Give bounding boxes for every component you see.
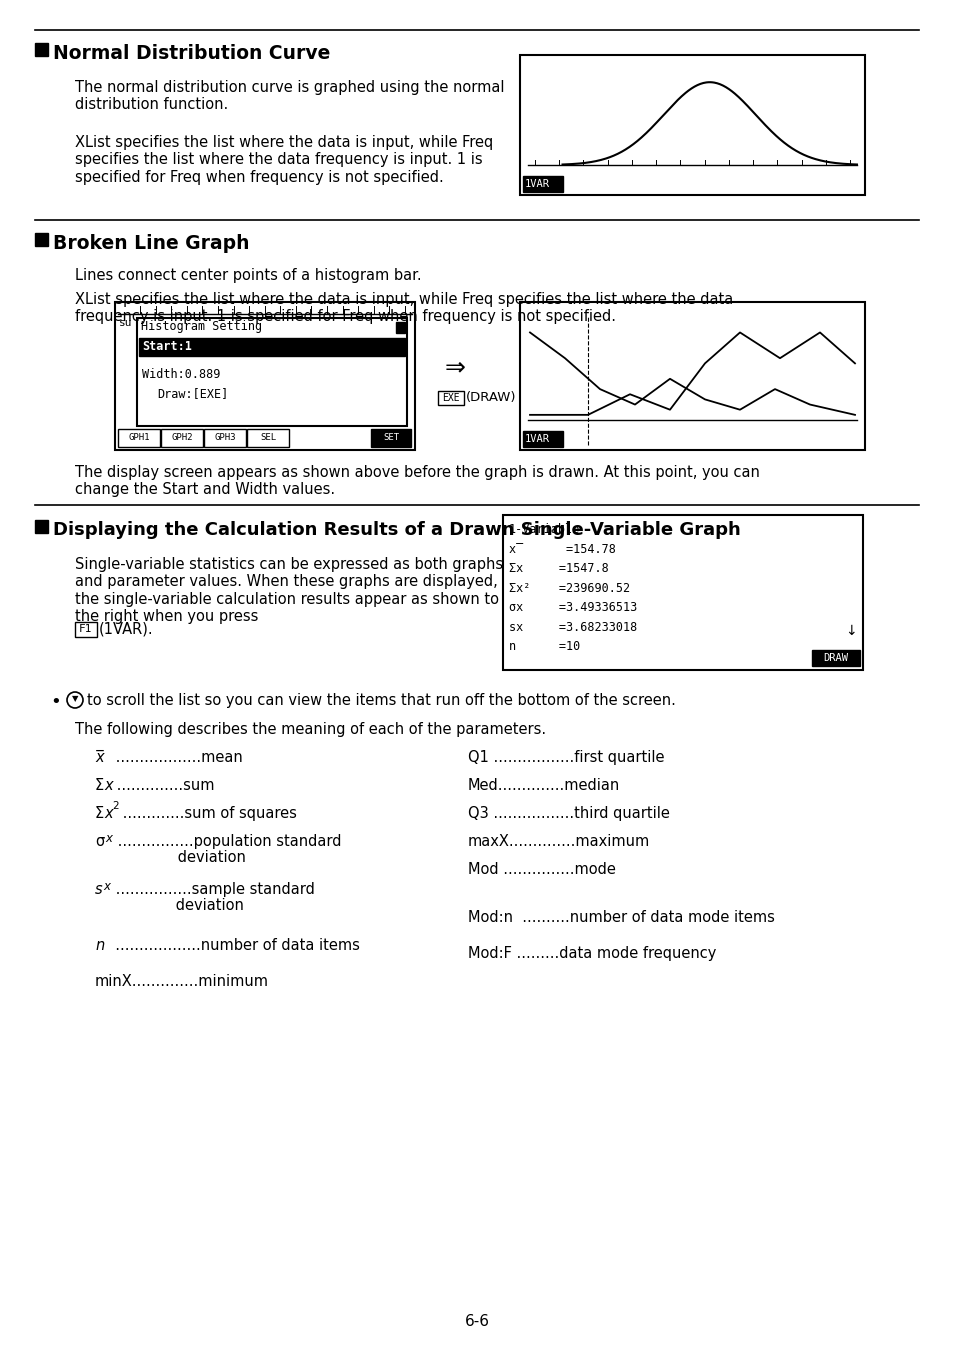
Text: Mod:F .........data mode frequency: Mod:F .........data mode frequency (468, 946, 716, 961)
Text: The following describes the meaning of each of the parameters.: The following describes the meaning of e… (75, 722, 545, 737)
Bar (118, 429, 160, 447)
Text: σ: σ (95, 834, 104, 849)
Text: SET: SET (382, 433, 398, 443)
Text: Displaying the Calculation Results of a Drawn Single-Variable Graph: Displaying the Calculation Results of a … (53, 521, 740, 539)
Bar (115, 302, 415, 450)
Text: n      =10: n =10 (509, 640, 579, 653)
Text: (1VAR).: (1VAR). (99, 621, 153, 636)
Text: Σ: Σ (95, 806, 104, 821)
Text: x: x (104, 806, 112, 821)
Text: XList specifies the list where the data is input, while Freq specifies the list : XList specifies the list where the data … (75, 292, 733, 324)
Text: sx     =3.68233018: sx =3.68233018 (509, 621, 637, 634)
Text: The display screen appears as shown above before the graph is drawn. At this poi: The display screen appears as shown abov… (75, 464, 760, 497)
Text: ................sample standard: ................sample standard (111, 882, 314, 896)
Text: Draw:[EXE]: Draw:[EXE] (157, 387, 228, 401)
Bar (519, 302, 864, 450)
Text: deviation: deviation (111, 898, 244, 913)
Text: Broken Line Graph: Broken Line Graph (53, 234, 250, 252)
Text: deviation: deviation (112, 850, 246, 865)
Text: (DRAW): (DRAW) (465, 392, 516, 405)
Text: Q3 .................third quartile: Q3 .................third quartile (468, 806, 669, 821)
Text: F1: F1 (79, 625, 92, 634)
Text: ..............sum: ..............sum (112, 778, 214, 792)
Text: Med..............median: Med..............median (468, 778, 619, 792)
Text: 6-6: 6-6 (464, 1315, 489, 1330)
Text: x: x (104, 778, 112, 792)
Text: x: x (103, 880, 110, 892)
Bar (502, 514, 862, 670)
Text: Normal Distribution Curve: Normal Distribution Curve (53, 45, 330, 63)
Text: s: s (95, 882, 103, 896)
Text: GPH3: GPH3 (214, 433, 235, 443)
Bar (247, 429, 289, 447)
Bar (35, 43, 48, 55)
Text: su: su (119, 319, 132, 328)
Text: to scroll the list so you can view the items that run off the bottom of the scre: to scroll the list so you can view the i… (87, 693, 675, 707)
Text: ↓: ↓ (844, 624, 856, 637)
Bar (204, 429, 246, 447)
Text: Lines connect center points of a histogram bar.: Lines connect center points of a histogr… (75, 269, 421, 284)
Bar (35, 234, 48, 246)
Text: •: • (50, 693, 61, 711)
Text: n: n (95, 938, 104, 953)
Text: ⇒: ⇒ (444, 355, 465, 379)
Text: Mod ...............mode: Mod ...............mode (468, 863, 616, 878)
Text: Start:1: Start:1 (142, 340, 192, 354)
Text: EXE: EXE (442, 393, 459, 404)
Bar (139, 338, 405, 356)
Text: Mod:n  ..........number of data mode items: Mod:n ..........number of data mode item… (468, 910, 774, 925)
Text: GPH2: GPH2 (172, 433, 193, 443)
Bar (161, 429, 203, 447)
Text: Width:0.889: Width:0.889 (142, 367, 220, 381)
Bar (522, 431, 562, 447)
Text: σx     =3.49336513: σx =3.49336513 (509, 601, 637, 614)
Bar (811, 649, 859, 666)
Text: x̅: x̅ (95, 751, 104, 765)
Text: Q1 .................first quartile: Q1 .................first quartile (468, 751, 664, 765)
Text: x: x (105, 832, 112, 845)
Text: minX..............minimum: minX..............minimum (95, 975, 269, 990)
Text: x̅      =154.78: x̅ =154.78 (509, 543, 616, 556)
Bar (395, 323, 405, 333)
Text: maxX..............maximum: maxX..............maximum (468, 834, 650, 849)
Text: .............sum of squares: .............sum of squares (118, 806, 296, 821)
Text: DRAW: DRAW (822, 653, 847, 663)
Bar (35, 520, 48, 533)
Text: ..................number of data items: ..................number of data items (106, 938, 359, 953)
Bar (371, 429, 411, 447)
Text: SEL: SEL (259, 433, 275, 443)
Bar (522, 176, 562, 192)
Text: 1VAR: 1VAR (524, 180, 550, 189)
Text: XList specifies the list where the data is input, while Freq
specifies the list : XList specifies the list where the data … (75, 135, 493, 185)
Text: 2: 2 (112, 801, 118, 811)
Bar (519, 55, 864, 194)
Text: Single-variable statistics can be expressed as both graphs
and parameter values.: Single-variable statistics can be expres… (75, 558, 502, 624)
Text: Histogram Setting: Histogram Setting (141, 320, 262, 333)
Text: ..................mean: ..................mean (111, 751, 242, 765)
Bar (137, 319, 407, 427)
Text: Σx     =1547.8: Σx =1547.8 (509, 562, 608, 575)
Text: The normal distribution curve is graphed using the normal
distribution function.: The normal distribution curve is graphed… (75, 80, 504, 112)
Bar (437, 392, 463, 405)
Text: 1VAR: 1VAR (524, 433, 550, 444)
Text: Σx²    =239690.52: Σx² =239690.52 (509, 582, 630, 595)
Bar (75, 622, 97, 637)
Circle shape (67, 693, 83, 707)
Text: Σ: Σ (95, 778, 104, 792)
Text: GPH1: GPH1 (128, 433, 150, 443)
Text: ▼: ▼ (71, 694, 78, 703)
Text: ................population standard: ................population standard (112, 834, 341, 849)
Text: 1-Variable: 1-Variable (509, 522, 579, 536)
